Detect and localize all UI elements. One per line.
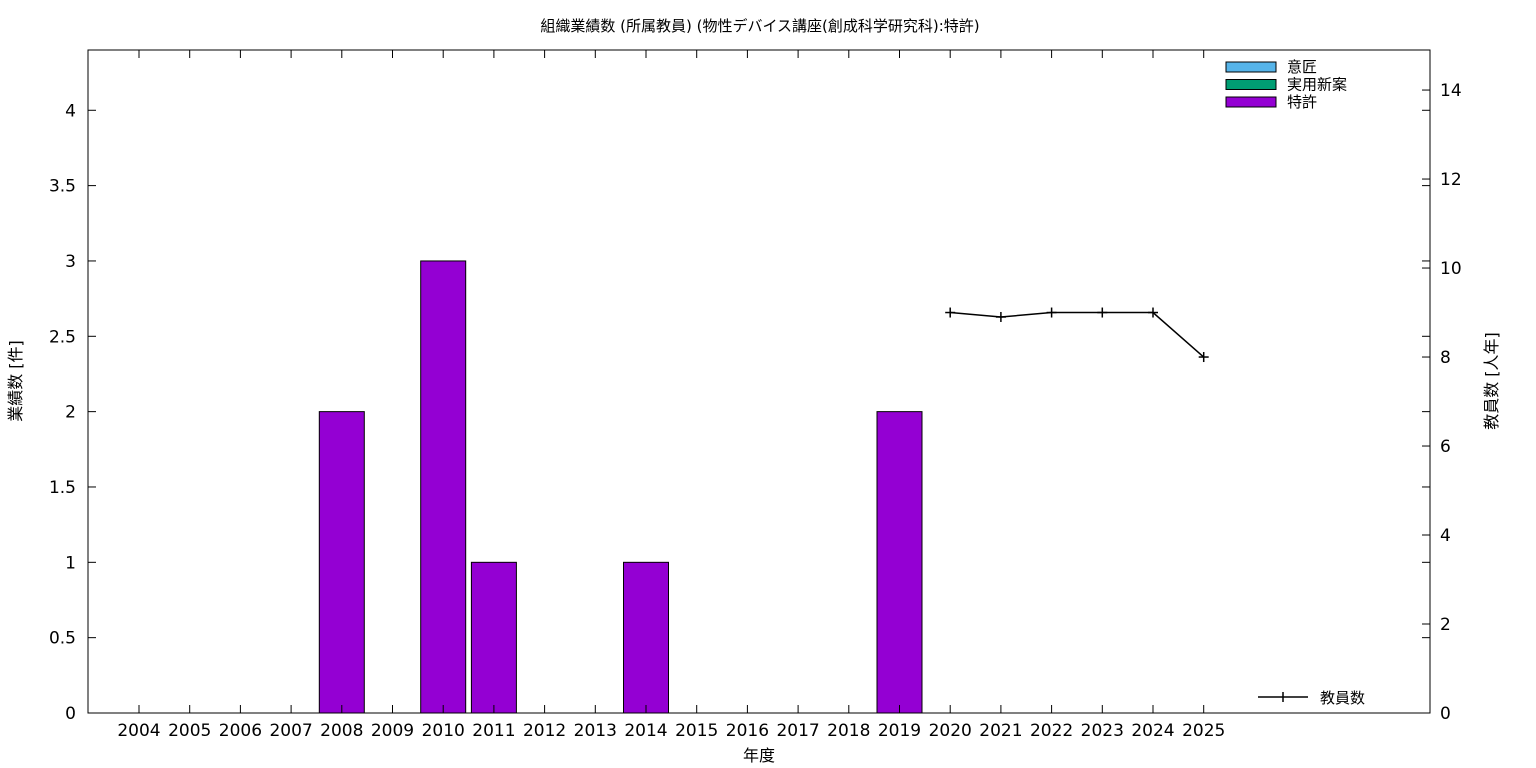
x-tick-label: 2018 (827, 721, 870, 741)
y2-tick-label: 4 (1440, 526, 1451, 546)
x-tick-label: 2020 (929, 721, 972, 741)
y2-tick-label: 14 (1440, 81, 1462, 101)
x-axis-title: 年度 (743, 746, 775, 765)
x-tick-label: 2004 (117, 721, 160, 741)
x-tick-label: 2005 (168, 721, 211, 741)
y-axis-ticks: 0 0.5 1 1.5 2 2.5 3 3.5 4 (49, 101, 1430, 724)
line-point-2023 (1097, 307, 1108, 318)
y2-tick-label: 6 (1440, 437, 1451, 457)
line-point-2021 (995, 311, 1006, 322)
x-tick-label: 2010 (422, 721, 465, 741)
y-tick-label: 2.5 (49, 327, 76, 347)
y2-tick-label: 0 (1440, 704, 1451, 724)
plot-frame (87, 49, 1431, 714)
line-point-2024 (1148, 307, 1158, 318)
x-tick-label: 2007 (269, 721, 312, 741)
legend-label: 実用新案 (1287, 76, 1347, 94)
x-tick-label: 2016 (726, 721, 769, 741)
y-tick-label: 2 (65, 403, 76, 423)
y2-tick-label: 12 (1440, 170, 1462, 190)
x-axis-ticks: 2004 2005 2006 2007 2008 2009 2010 2011 2012 2013… (117, 50, 1225, 741)
y-tick-label: 4 (65, 101, 76, 121)
x-tick-label: 2013 (574, 721, 617, 741)
line-point-2022 (1046, 307, 1057, 318)
y2-tick-label: 10 (1440, 259, 1462, 279)
x-tick-label: 2023 (1081, 721, 1124, 741)
bar-2019 (876, 411, 923, 714)
y2-axis-ticks: 0 2 4 6 8 10 12 14 (1422, 81, 1462, 724)
chart-title: 組織業績数 (所属教員) (物性デバイス講座(創成科学研究科):特許) (540, 17, 979, 35)
legend-label: 意匠 (1287, 58, 1317, 76)
line-group (945, 307, 1209, 363)
legend-line-label: 教員数 (1320, 689, 1365, 707)
x-tick-label: 2008 (320, 721, 363, 741)
x-tick-label: 2022 (1030, 721, 1073, 741)
line-point-2020 (945, 307, 956, 318)
legend-swatch (1225, 61, 1277, 73)
y2-tick-label: 2 (1440, 615, 1451, 635)
y-tick-label: 3 (65, 252, 76, 272)
x-tick-label: 2017 (776, 721, 819, 741)
y2-axis-title: 教員数 [人年] (1482, 332, 1501, 430)
y-tick-label: 3.5 (49, 177, 76, 197)
line-legend: 教員数 (1258, 689, 1365, 707)
bar-2010 (420, 260, 467, 714)
x-tick-label: 2015 (675, 721, 718, 741)
y-tick-label: 0.5 (49, 629, 76, 649)
line-point-2025 (1198, 352, 1209, 363)
x-tick-label: 2009 (371, 721, 414, 741)
legend-label: 特許 (1287, 93, 1317, 111)
x-tick-label: 2025 (1182, 721, 1225, 741)
line-series-path (950, 311, 1205, 358)
y2-tick-label: 8 (1440, 348, 1451, 368)
bar-group (318, 260, 923, 714)
y-tick-label: 1.5 (49, 478, 76, 498)
bar-2008 (318, 411, 365, 714)
x-tick-label: 2011 (472, 721, 515, 741)
y-axis-title: 業績数 [件] (6, 340, 25, 422)
legend-item-2: 特許 (1225, 93, 1317, 111)
legend-item-0: 意匠 (1225, 58, 1317, 76)
bar-2011 (470, 561, 517, 714)
x-tick-label: 2012 (523, 721, 566, 741)
x-tick-label: 2021 (979, 721, 1022, 741)
y-tick-label: 0 (65, 704, 76, 724)
x-tick-label: 2024 (1131, 721, 1174, 741)
x-tick-label: 2006 (219, 721, 262, 741)
y-tick-label: 1 (65, 553, 76, 573)
bar-2014 (623, 561, 669, 714)
legend-item-1: 実用新案 (1225, 76, 1347, 94)
legend-swatch (1225, 79, 1277, 90)
x-tick-label: 2014 (624, 721, 667, 741)
legend-swatch (1225, 96, 1277, 108)
x-tick-label: 2019 (878, 721, 921, 741)
